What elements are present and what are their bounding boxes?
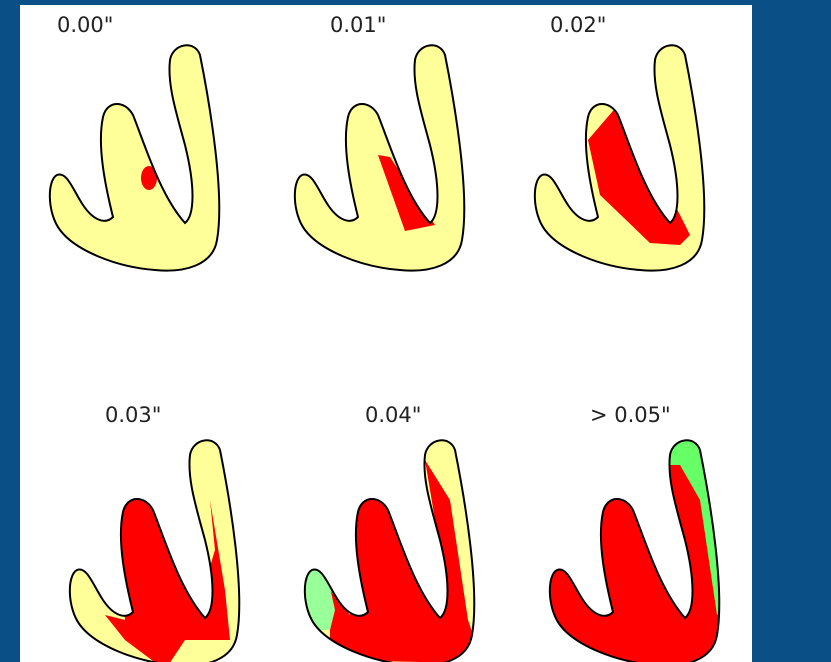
time-label: 0.03" <box>105 403 161 427</box>
time-label: 0.00" <box>57 13 113 37</box>
time-label: 0.01" <box>330 13 386 37</box>
figure: 0.00" 0.01" 0.02" 0.03" 0.04" > 0.05" <box>0 0 831 662</box>
time-label: 0.04" <box>365 403 421 427</box>
page: 0.00" 0.01" 0.02" 0.03" 0.04" > 0.05" <box>0 0 831 662</box>
time-label: > 0.05" <box>590 403 671 427</box>
time-label: 0.02" <box>550 13 606 37</box>
